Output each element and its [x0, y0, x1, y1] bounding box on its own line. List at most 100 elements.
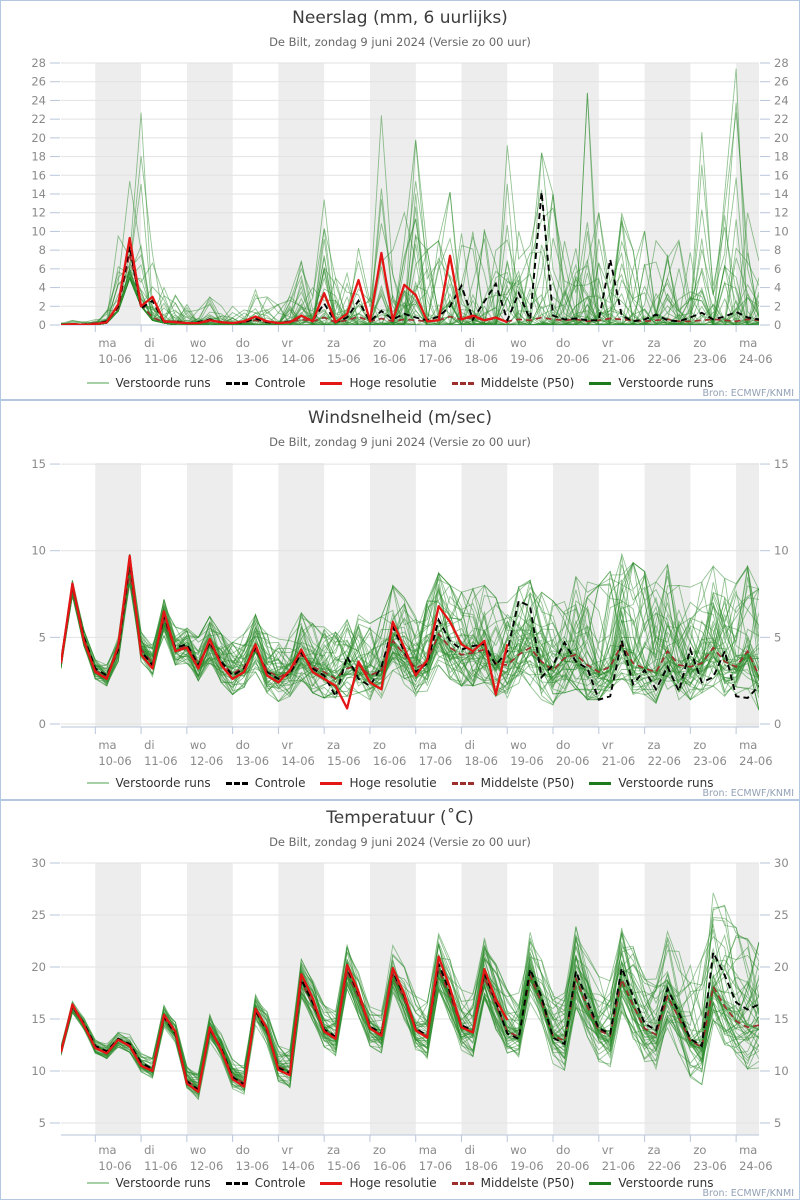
legend-item-0: Verstoorde runs — [86, 1176, 211, 1190]
svg-text:za: za — [648, 336, 661, 350]
svg-text:25: 25 — [31, 908, 46, 922]
ensemble-runs — [61, 68, 759, 325]
svg-text:24-06: 24-06 — [739, 754, 772, 768]
svg-text:za: za — [327, 738, 340, 752]
svg-text:15-06: 15-06 — [327, 352, 360, 366]
svg-text:25: 25 — [774, 908, 789, 922]
svg-text:23-06: 23-06 — [693, 1159, 726, 1173]
svg-text:26: 26 — [31, 75, 46, 89]
source-credit: Bron: ECMWF/KNMI — [702, 388, 795, 399]
page-title: Windsnelheid (m/sec) — [308, 408, 492, 428]
svg-text:26: 26 — [774, 75, 789, 89]
svg-text:di: di — [464, 1143, 475, 1157]
svg-text:zo: zo — [693, 1143, 706, 1157]
svg-text:do: do — [236, 336, 250, 350]
svg-text:wo: wo — [510, 1143, 526, 1157]
page-title: Neerslag (mm, 6 uurlijks) — [292, 8, 508, 28]
svg-text:24: 24 — [774, 93, 789, 107]
svg-text:zo: zo — [373, 1143, 386, 1157]
svg-text:do: do — [556, 738, 570, 752]
source-credit: Bron: ECMWF/KNMI — [702, 1188, 795, 1199]
legend-label: Controle — [254, 1176, 306, 1190]
neerslag-chart: 0246810121416182022242628024681012141618… — [31, 56, 789, 366]
legend: Verstoorde runs Controle Hoge resolutie Mid… — [1, 776, 799, 790]
svg-text:do: do — [556, 1143, 570, 1157]
svg-text:17-06: 17-06 — [419, 352, 452, 366]
legend-label: Hoge resolutie — [349, 1176, 437, 1190]
svg-text:16-06: 16-06 — [373, 754, 406, 768]
svg-text:23-06: 23-06 — [693, 352, 726, 366]
legend-swatch-sw-darkred-dashed — [451, 781, 474, 785]
page-title: Temperatuur (˚C) — [326, 808, 474, 828]
hires-line — [61, 955, 509, 1093]
legend-item-4: Verstoorde runs — [589, 1176, 713, 1190]
legend-item-3: Middelste (P50) — [451, 776, 574, 790]
legend-swatch-sw-red-solid — [320, 1181, 343, 1185]
svg-text:20: 20 — [774, 960, 789, 974]
svg-text:vr: vr — [602, 336, 614, 350]
median-p50-line — [61, 571, 759, 680]
svg-text:0: 0 — [774, 717, 781, 731]
legend-swatch-sw-thin-green — [86, 782, 109, 784]
legend-swatch-sw-red-solid — [320, 781, 343, 785]
svg-text:4: 4 — [774, 281, 781, 295]
svg-text:18-06: 18-06 — [464, 754, 497, 768]
svg-text:12: 12 — [774, 206, 789, 220]
svg-text:22: 22 — [774, 112, 789, 126]
svg-text:wo: wo — [510, 738, 526, 752]
svg-text:10: 10 — [31, 1064, 46, 1078]
svg-text:12-06: 12-06 — [190, 754, 223, 768]
legend-item-2: Hoge resolutie — [320, 776, 437, 790]
svg-text:zo: zo — [693, 738, 706, 752]
legend: Verstoorde runs Controle Hoge resolutie Mid… — [1, 376, 799, 390]
svg-text:6: 6 — [39, 262, 46, 276]
svg-text:10-06: 10-06 — [98, 1159, 131, 1173]
svg-text:17-06: 17-06 — [419, 754, 452, 768]
hires-line — [61, 236, 508, 325]
svg-text:20-06: 20-06 — [556, 352, 589, 366]
legend-label: Controle — [254, 376, 306, 390]
svg-text:ma: ma — [98, 336, 116, 350]
panel-temperatuur: Temperatuur (˚C) De Bilt, zondag 9 juni … — [0, 800, 800, 1200]
chart-subtitle: De Bilt, zondag 9 juni 2024 (Versie zo 0… — [269, 835, 531, 849]
svg-text:10: 10 — [774, 544, 789, 558]
svg-text:8: 8 — [774, 243, 781, 257]
svg-text:10-06: 10-06 — [98, 352, 131, 366]
legend-label: Verstoorde runs — [618, 376, 714, 390]
svg-text:15: 15 — [774, 1012, 789, 1026]
svg-text:2: 2 — [39, 299, 46, 313]
svg-text:10: 10 — [31, 544, 46, 558]
svg-text:20-06: 20-06 — [556, 1159, 589, 1173]
x-axis: ma 10-06 di 11-06 wo 12-06 do 13-06 vr 14-06 za 15-… — [61, 1134, 773, 1173]
svg-text:4: 4 — [39, 281, 46, 295]
svg-text:ma: ma — [739, 336, 757, 350]
svg-text:24-06: 24-06 — [739, 352, 772, 366]
svg-text:za: za — [648, 1143, 661, 1157]
svg-text:21-06: 21-06 — [602, 1159, 635, 1173]
legend-swatch-sw-black-dashed — [225, 381, 248, 385]
svg-text:wo: wo — [190, 1143, 206, 1157]
svg-text:15: 15 — [774, 457, 789, 471]
svg-text:6: 6 — [774, 262, 781, 276]
svg-text:15-06: 15-06 — [327, 754, 360, 768]
svg-text:14-06: 14-06 — [281, 352, 314, 366]
svg-text:24-06: 24-06 — [739, 1159, 772, 1173]
svg-text:22-06: 22-06 — [648, 352, 681, 366]
svg-text:13-06: 13-06 — [236, 352, 269, 366]
legend-swatch-sw-darkred-dashed — [451, 381, 474, 385]
svg-text:0: 0 — [39, 318, 46, 332]
svg-text:24: 24 — [31, 93, 46, 107]
svg-text:22-06: 22-06 — [648, 754, 681, 768]
svg-text:21-06: 21-06 — [602, 352, 635, 366]
chart-subtitle: De Bilt, zondag 9 juni 2024 (Versie zo 0… — [269, 35, 531, 49]
svg-text:vr: vr — [281, 738, 293, 752]
svg-text:ma: ma — [98, 1143, 116, 1157]
svg-text:vr: vr — [602, 1143, 614, 1157]
legend-label: Verstoorde runs — [115, 776, 211, 790]
temperatuur-chart: 5 10 15 20 25 30 5 10 15 20 25 30 ma 10-06 di 11-06 wo 12… — [31, 856, 789, 1173]
svg-text:15: 15 — [31, 1012, 46, 1026]
legend-item-3: Middelste (P50) — [451, 1176, 574, 1190]
svg-text:wo: wo — [510, 336, 526, 350]
svg-text:20: 20 — [31, 131, 46, 145]
svg-text:28: 28 — [774, 56, 789, 70]
